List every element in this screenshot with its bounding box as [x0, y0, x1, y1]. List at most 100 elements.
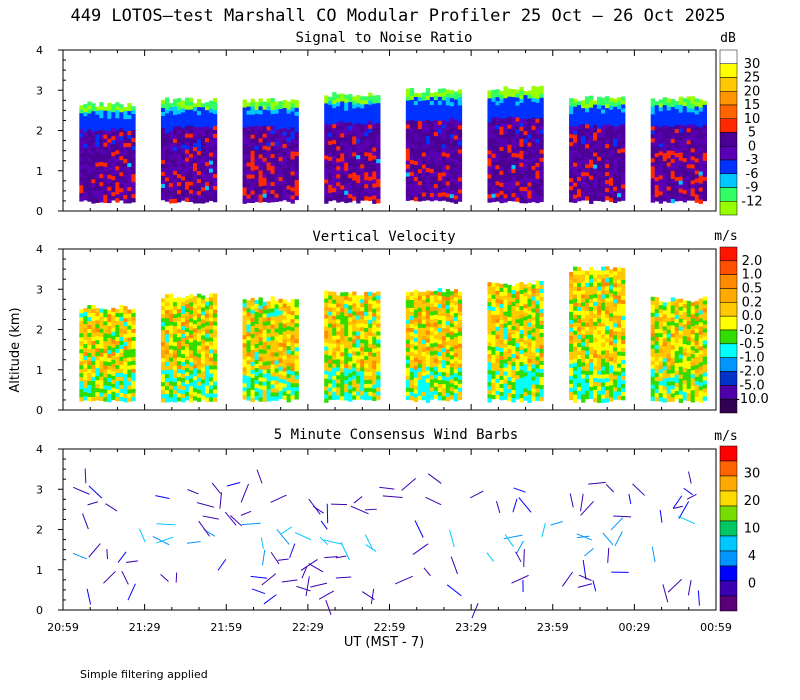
snr-cell [666, 98, 671, 103]
snr-cell [589, 127, 594, 132]
w-cell [270, 368, 275, 373]
snr-cell [650, 118, 655, 123]
snr-cell [605, 100, 610, 105]
snr-cell [368, 140, 373, 146]
w-cell [286, 338, 291, 343]
w-cell [274, 388, 279, 393]
snr-cell [336, 94, 341, 99]
snr-cell [107, 126, 112, 132]
snr-cell [593, 172, 598, 177]
snr-cell [690, 116, 695, 121]
w-cell [107, 378, 112, 383]
snr-cell [694, 198, 699, 203]
snr-cell [686, 152, 691, 157]
snr-cell [83, 116, 88, 121]
w-cell [278, 318, 283, 324]
w-cell [376, 295, 381, 300]
snr-cell [119, 180, 124, 185]
snr-cell [405, 192, 411, 197]
snr-cell [457, 169, 463, 174]
snr-cell [694, 118, 699, 123]
snr-cell [621, 180, 626, 185]
w-cell [328, 295, 333, 300]
snr-cell [662, 165, 667, 170]
snr-cell [131, 198, 136, 203]
w-cell [441, 396, 447, 401]
snr-cell [258, 174, 263, 179]
snr-cell [242, 111, 247, 116]
snr-cell [294, 143, 299, 149]
w-cell [421, 327, 427, 333]
snr-cell [340, 109, 345, 114]
w-cell [115, 389, 120, 394]
w-cell [445, 313, 451, 318]
w-cell [433, 326, 439, 332]
w-cell [453, 385, 459, 390]
snr-cell [282, 159, 287, 165]
snr-cell [577, 181, 582, 186]
snr-cell [176, 186, 182, 191]
snr-cell [204, 130, 210, 135]
snr-cell [409, 159, 415, 165]
snr-cell [531, 161, 536, 167]
snr-cell [123, 135, 128, 140]
snr-cell [258, 118, 263, 123]
snr-cell [519, 178, 524, 184]
snr-cell [441, 172, 447, 177]
w-cell [278, 310, 283, 316]
snr-cell [352, 188, 357, 193]
snr-cell [352, 100, 357, 105]
snr-cell [87, 145, 92, 150]
snr-cell [258, 130, 263, 135]
w-cell [168, 345, 174, 350]
snr-cell [123, 187, 128, 192]
snr-cell [511, 173, 516, 178]
w-cell [368, 327, 373, 333]
w-cell [495, 298, 500, 304]
snr-cell [99, 162, 104, 167]
snr-cell [192, 111, 198, 116]
snr-cell [441, 196, 447, 201]
w-cell [200, 331, 206, 336]
snr-cell [507, 160, 512, 166]
snr-cell [376, 175, 381, 180]
snr-cell [168, 111, 174, 116]
snr-cell [364, 188, 369, 193]
snr-cell [503, 138, 508, 143]
w-cell [246, 372, 251, 377]
snr-cell [115, 126, 120, 131]
snr-cell [621, 176, 626, 181]
snr-cell [569, 178, 574, 183]
w-cell [364, 315, 369, 321]
snr-cell [531, 145, 536, 151]
snr-cell [589, 183, 594, 188]
snr-cell [531, 109, 536, 115]
snr-cell [254, 129, 259, 135]
snr-cell [605, 112, 610, 117]
snr-cell [290, 195, 295, 200]
w-cell [99, 368, 104, 373]
w-cell [79, 389, 84, 394]
w-cell [258, 361, 263, 366]
w-cell [425, 350, 431, 355]
snr-cell [658, 167, 663, 172]
snr-cell [670, 115, 675, 120]
w-cell [111, 371, 116, 377]
snr-cell [573, 122, 578, 127]
w-cell [491, 342, 496, 348]
w-cell [290, 395, 295, 400]
w-cell [290, 323, 295, 328]
w-cell [250, 397, 255, 403]
snr-cell [527, 106, 532, 111]
w-cell [180, 306, 186, 311]
snr-cell [372, 143, 377, 148]
snr-cell [332, 168, 337, 173]
w-cell [131, 340, 136, 346]
w-cell [99, 352, 104, 357]
w-cell [336, 323, 341, 328]
snr-cell [487, 122, 492, 127]
w-cell [200, 339, 206, 344]
snr-cell [95, 150, 100, 155]
snr-cell [278, 101, 283, 106]
snr-cell [111, 104, 116, 109]
